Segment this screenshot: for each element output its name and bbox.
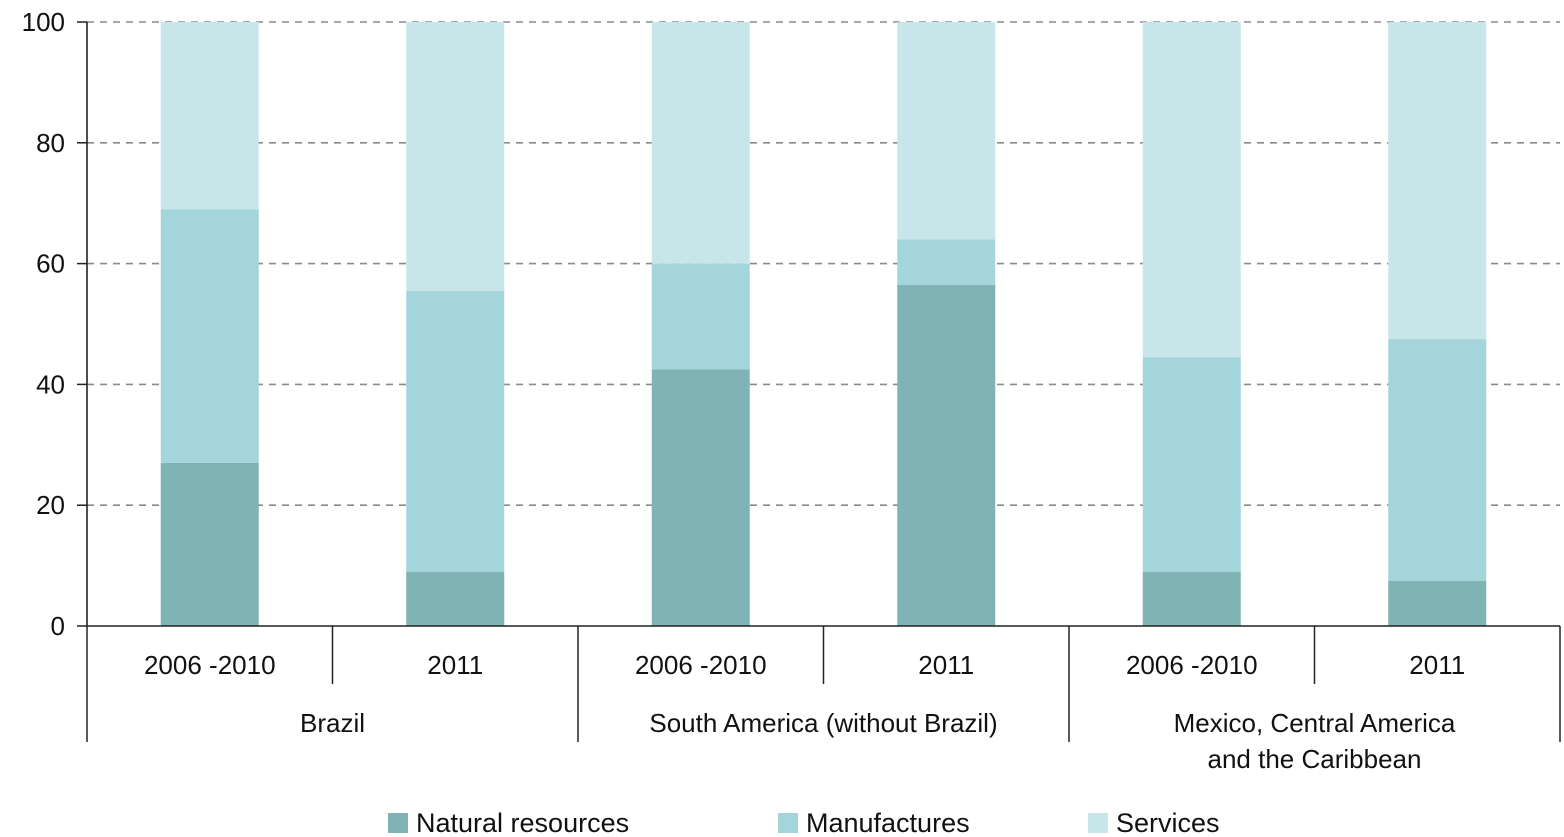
bar-segment [1142,571,1241,626]
group-label: Brazil [300,708,365,738]
gridlines [87,21,1560,507]
y-tick-label: 40 [36,369,65,399]
bar-segment [1388,22,1487,340]
category-label: 2006 -2010 [635,650,767,680]
y-tick-label: 0 [51,611,65,641]
bar-segment [1142,357,1241,572]
bar-segment [897,22,996,240]
legend-label: Services [1116,808,1220,837]
bar-segment [406,22,505,291]
category-label: 2011 [918,650,974,680]
bar-segment [1388,339,1487,581]
category-label: 2011 [427,650,483,680]
y-tick-label: 20 [36,490,65,520]
bar-segment [651,369,750,626]
group-label: and the Caribbean [1208,744,1422,774]
bar-segment [160,22,259,210]
bars [160,22,1487,626]
legend-swatch [388,813,408,833]
bar-segment [651,263,750,370]
bar-segment [1142,22,1241,358]
bar-segment [160,209,259,463]
bar-segment [406,290,505,572]
category-label: 2006 -2010 [144,650,276,680]
bar-segment [897,284,996,626]
y-tick-label: 80 [36,128,65,158]
y-tick-label: 100 [22,7,65,37]
bar-segment [651,22,750,264]
group-label: Mexico, Central America [1174,708,1456,738]
group-label: South America (without Brazil) [649,708,997,738]
category-label: 2006 -2010 [1126,650,1258,680]
legend-label: Natural resources [416,808,629,837]
legend-label: Manufactures [806,808,970,837]
bar-segment [897,239,996,285]
axes: 0 20 40 60 80 100 2006 -2010 2011 2006 -2010 2011… [22,7,1561,774]
bar-segment [160,462,259,626]
legend: Natural resources Manufactures Services [388,808,1220,837]
legend-swatch [778,813,798,833]
bar-segment [1388,580,1487,626]
category-label: 2011 [1409,650,1465,680]
legend-swatch [1088,813,1108,833]
y-tick-label: 60 [36,249,65,279]
bar-segment [406,571,505,626]
